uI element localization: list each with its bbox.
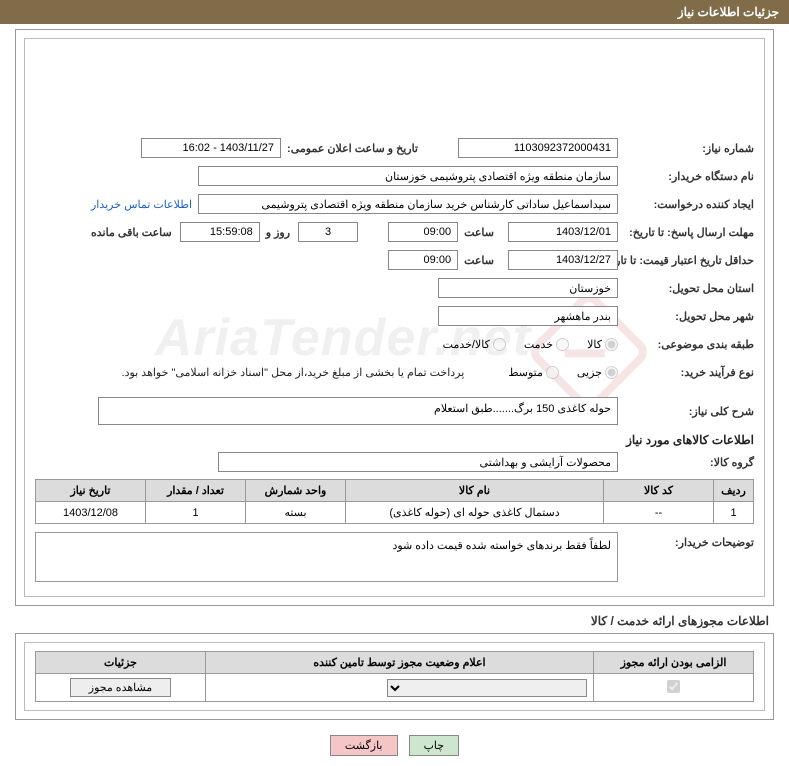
group-label: گروه کالا: <box>624 456 754 469</box>
permits-title: اطلاعات مجوزهای ارائه خدمت / کالا <box>20 614 769 628</box>
validity-label: حداقل تاریخ اعتبار قیمت: تا تاریخ: <box>624 254 754 267</box>
goods-table: ردیف کد کالا نام کالا واحد شمارش تعداد /… <box>35 479 754 524</box>
process-radio-group: جزیی متوسط <box>494 366 618 379</box>
th-code: کد کالا <box>604 480 714 502</box>
permit-row: مشاهده مجوز <box>36 674 754 702</box>
radio-service <box>556 338 569 351</box>
payment-note: پرداخت تمام یا بخشی از مبلغ خرید،از محل … <box>122 366 465 379</box>
buyer-org-label: نام دستگاه خریدار: <box>624 170 754 183</box>
deadline-date-field: 1403/12/01 <box>508 222 618 242</box>
radio-goods-service <box>493 338 506 351</box>
radio-small <box>605 366 618 379</box>
province-label: استان محل تحویل: <box>624 282 754 295</box>
contact-link[interactable]: اطلاعات تماس خریدار <box>91 198 192 211</box>
city-label: شهر محل تحویل: <box>624 310 754 323</box>
process-label: نوع فرآیند خرید: <box>624 366 754 379</box>
th-unit: واحد شمارش <box>246 480 346 502</box>
validity-date-field: 1403/12/27 <box>508 250 618 270</box>
th-mandatory: الزامی بودن ارائه مجوز <box>594 652 754 674</box>
button-row: چاپ بازگشت <box>0 725 789 766</box>
th-name: نام کالا <box>346 480 604 502</box>
back-button[interactable]: بازگشت <box>330 735 398 756</box>
requester-field: سیداسماعیل ساداتی کارشناس خرید سازمان من… <box>198 194 618 214</box>
days-field: 3 <box>298 222 358 242</box>
validity-time-field: 09:00 <box>388 250 458 270</box>
th-details: جزئیات <box>36 652 206 674</box>
header-title: جزئیات اطلاعات نیاز <box>678 5 779 19</box>
requester-label: ایجاد کننده درخواست: <box>624 198 754 211</box>
buyer-comment-box: لطفاً فقط برندهای خواسته شده قیمت داده ش… <box>35 532 618 582</box>
time-label-1: ساعت <box>464 226 494 239</box>
remaining-time-field: 15:59:08 <box>180 222 260 242</box>
view-permit-button[interactable]: مشاهده مجوز <box>70 678 171 697</box>
table-row: 1 -- دستمال کاغذی حوله ای (حوله کاغذی) ب… <box>36 502 754 524</box>
need-no-label: شماره نیاز: <box>624 142 754 155</box>
buyer-comment-label: توضیحات خریدار: <box>624 532 754 549</box>
days-and-label: روز و <box>266 226 290 239</box>
radio-goods <box>605 338 618 351</box>
main-panel: AriaTender.net شماره نیاز: 1103092372000… <box>15 29 774 606</box>
radio-medium <box>546 366 559 379</box>
page-header: جزئیات اطلاعات نیاز <box>0 0 789 24</box>
th-need-date: تاریخ نیاز <box>36 480 146 502</box>
status-select[interactable] <box>387 679 587 697</box>
time-label-2: ساعت <box>464 254 494 267</box>
province-field: خوزستان <box>438 278 618 298</box>
announce-label: تاریخ و ساعت اعلان عمومی: <box>287 142 418 155</box>
desc-field: حوله کاغذی 150 برگ.......طبق استعلام <box>98 397 618 425</box>
city-field: بندر ماهشهر <box>438 306 618 326</box>
th-qty: تعداد / مقدار <box>146 480 246 502</box>
permits-table: الزامی بودن ارائه مجوز اعلام وضعیت مجوز … <box>35 651 754 702</box>
permits-section: الزامی بودن ارائه مجوز اعلام وضعیت مجوز … <box>24 642 765 711</box>
desc-label: شرح کلی نیاز: <box>624 405 754 418</box>
category-label: طبقه بندی موضوعی: <box>624 338 754 351</box>
deadline-label: مهلت ارسال پاسخ: تا تاریخ: <box>624 226 754 239</box>
th-row: ردیف <box>714 480 754 502</box>
th-status: اعلام وضعیت مجوز توسط تامین کننده <box>206 652 594 674</box>
print-button[interactable]: چاپ <box>409 735 460 756</box>
permits-panel: الزامی بودن ارائه مجوز اعلام وضعیت مجوز … <box>15 633 774 720</box>
buyer-org-field: سازمان منطقه ویژه اقتصادی پتروشیمی خوزست… <box>198 166 618 186</box>
goods-heading: اطلاعات کالاهای مورد نیاز <box>35 433 754 447</box>
details-section: AriaTender.net شماره نیاز: 1103092372000… <box>24 38 765 597</box>
announce-field: 1403/11/27 - 16:02 <box>141 138 281 158</box>
remaining-label: ساعت باقی مانده <box>91 226 172 239</box>
category-radio-group: کالا خدمت کالا/خدمت <box>429 338 618 351</box>
mandatory-checkbox <box>667 680 680 693</box>
deadline-time-field: 09:00 <box>388 222 458 242</box>
need-no-field: 1103092372000431 <box>458 138 618 158</box>
group-field: محصولات آرایشی و بهداشتی <box>218 452 618 472</box>
